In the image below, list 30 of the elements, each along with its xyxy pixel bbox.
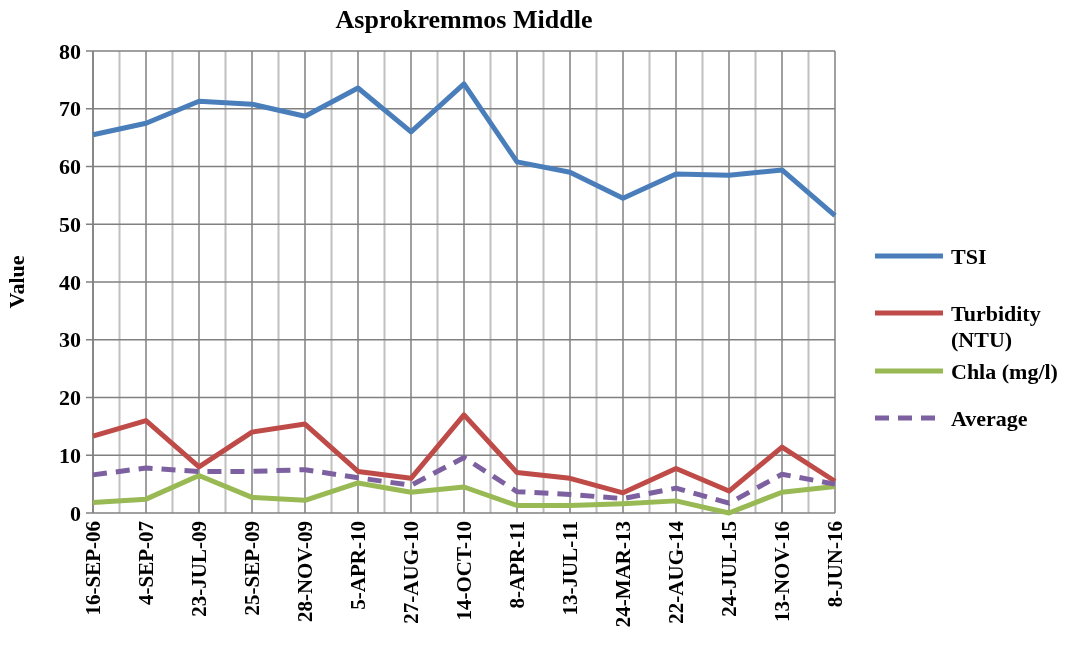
x-tick-label: 27-AUG-10: [399, 521, 424, 624]
x-tick-label: 23-JUL-09: [187, 521, 212, 617]
x-tick-label: 5-APR-10: [346, 521, 371, 610]
x-tick-label: 24-MAR-13: [611, 521, 636, 628]
chart-title: Asprokremmos Middle: [335, 5, 593, 34]
y-tick-label: 80: [59, 38, 81, 64]
y-tick-label: 20: [59, 385, 81, 411]
y-tick-label: 0: [70, 500, 81, 526]
legend-label: Chla (mg/l): [951, 358, 1058, 384]
x-tick-label: 4-SEP-07: [134, 521, 159, 605]
y-tick-label: 60: [59, 154, 81, 180]
y-tick-label: 30: [59, 327, 81, 353]
x-tick-label: 8-JUN-16: [823, 521, 848, 608]
y-tick-label: 40: [59, 269, 81, 295]
x-tick-label: 24-JUL-15: [717, 521, 742, 617]
x-tick-label: 22-AUG-14: [664, 520, 689, 624]
y-tick-label: 70: [59, 96, 81, 122]
x-tick-label: 13-NOV-16: [770, 521, 795, 623]
x-tick-label: 25-SEP-09: [240, 521, 265, 616]
legend-label: Average: [951, 405, 1028, 431]
x-tick-label: 14-OCT-10: [452, 521, 477, 621]
x-tick-label: 16-SEP-06: [81, 521, 106, 616]
x-tick-label: 28-NOV-09: [293, 521, 318, 623]
y-tick-label: 10: [59, 442, 81, 468]
x-tick-label: 13-JUL-11: [558, 521, 583, 616]
y-tick-label: 50: [59, 211, 81, 237]
x-tick-label: 8-APR-11: [505, 521, 530, 609]
y-axis-title: Value: [4, 255, 29, 309]
legend-label: TSI: [951, 243, 987, 269]
legend-label: Turbidity (NTU): [951, 300, 1041, 353]
